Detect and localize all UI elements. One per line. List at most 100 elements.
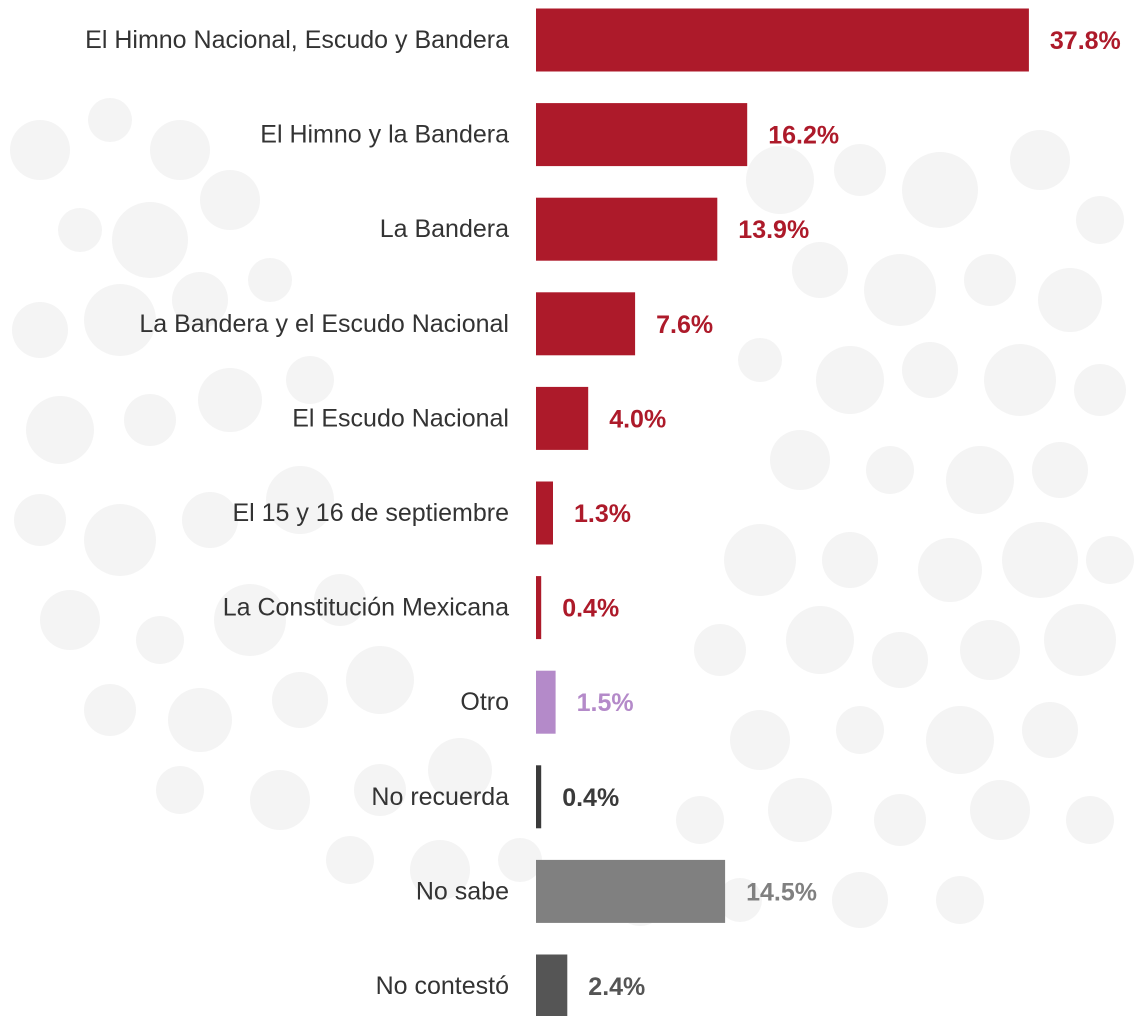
category-label-otro: Otro: [460, 688, 509, 716]
background-dot: [156, 766, 204, 814]
background-dot: [498, 838, 542, 882]
background-dot: [964, 254, 1016, 306]
background-dot: [124, 394, 176, 446]
background-dot: [816, 346, 884, 414]
background-dot: [926, 706, 994, 774]
background-dot: [12, 302, 68, 358]
bar-el-15-y-16-de-septiembre: [536, 481, 553, 545]
background-dot: [1010, 130, 1070, 190]
bar-la-bandera: [536, 197, 718, 261]
background-dot: [832, 872, 888, 928]
background-dot: [864, 254, 936, 326]
background-dot: [836, 706, 884, 754]
background-dot: [1032, 442, 1088, 498]
bar-no-sabe: [536, 859, 726, 923]
background-dot: [26, 396, 94, 464]
value-label-el-escudo-nacional: 4.0%: [609, 405, 666, 433]
value-label-el-15-y-16-de-septiembre: 1.3%: [574, 500, 631, 528]
background-dot: [724, 524, 796, 596]
background-dot: [84, 684, 136, 736]
category-label-no-contesto: No contestó: [376, 972, 509, 1000]
background-dot: [14, 494, 66, 546]
background-dot: [58, 208, 102, 252]
category-label-la-bandera-y-el-escudo-nacional: La Bandera y el Escudo Nacional: [139, 310, 509, 338]
background-dot: [786, 606, 854, 674]
background-dot: [936, 876, 984, 924]
category-label-el-15-y-16-de-septiembre: El 15 y 16 de septiembre: [232, 499, 509, 527]
value-label-el-himno-nacional-escudo-y-bandera: 37.8%: [1050, 27, 1121, 55]
value-label-otro: 1.5%: [577, 689, 634, 717]
background-dot: [272, 672, 328, 728]
background-dot: [1022, 702, 1078, 758]
background-dot: [410, 840, 470, 900]
background-dot: [1074, 364, 1126, 416]
background-dot: [770, 430, 830, 490]
value-label-la-constitucion-mexicana: 0.4%: [562, 595, 619, 623]
background-dot: [872, 632, 928, 688]
category-labels: El Himno Nacional, Escudo y Bandera El Hi…: [85, 26, 509, 1000]
background-dot: [874, 794, 926, 846]
category-label-no-sabe: No sabe: [416, 877, 509, 905]
background-dot: [84, 284, 156, 356]
background-dot: [182, 492, 238, 548]
background-dot: [834, 144, 886, 196]
background-dot: [792, 242, 848, 298]
bar-no-recuerda: [536, 765, 542, 829]
background-dot: [266, 466, 334, 534]
category-label-el-escudo-nacional: El Escudo Nacional: [292, 404, 509, 432]
background-dot: [738, 338, 782, 382]
background-dot: [984, 344, 1056, 416]
background-dot: [314, 574, 366, 626]
background-dot: [970, 780, 1030, 840]
background-dot: [902, 152, 978, 228]
background-dot: [768, 778, 832, 842]
value-labels: 37.8% 16.2% 13.9% 7.6% 4.0% 1.3% 0.4% 1.5% 0.4% 1…: [562, 27, 1121, 1001]
background-dot: [112, 202, 188, 278]
background-dot: [40, 590, 100, 650]
background-dot: [354, 764, 406, 816]
bar-el-himno-y-la-bandera: [536, 103, 748, 167]
background-dot: [866, 446, 914, 494]
background-dot: [150, 120, 210, 180]
background-dot: [136, 616, 184, 664]
background-dot: [10, 120, 70, 180]
background-dot: [1038, 268, 1102, 332]
background-dot: [1002, 522, 1078, 598]
background-dot: [248, 258, 292, 302]
value-label-no-sabe: 14.5%: [746, 878, 817, 906]
bars: [536, 8, 1029, 1018]
background-dot: [214, 584, 286, 656]
bar-la-bandera-y-el-escudo-nacional: [536, 292, 636, 356]
background-dot: [1086, 536, 1134, 584]
category-label-no-recuerda: No recuerda: [371, 783, 509, 811]
background-dot: [200, 170, 260, 230]
background-dot-pattern: [10, 98, 1134, 928]
category-label-el-himno-y-la-bandera: El Himno y la Bandera: [260, 121, 509, 149]
background-dot: [694, 624, 746, 676]
background-dot: [918, 538, 982, 602]
background-dot: [746, 146, 814, 214]
value-label-no-contesto: 2.4%: [588, 973, 645, 1001]
background-dot: [346, 646, 414, 714]
category-label-la-bandera: La Bandera: [380, 215, 509, 243]
background-dot: [730, 710, 790, 770]
background-dot: [88, 98, 132, 142]
background-dot: [822, 532, 878, 588]
background-dot: [718, 878, 762, 922]
bar-no-contesto: [536, 954, 568, 1018]
background-dot: [84, 504, 156, 576]
value-label-la-bandera-y-el-escudo-nacional: 7.6%: [656, 311, 713, 339]
background-dot: [428, 738, 492, 802]
value-label-no-recuerda: 0.4%: [562, 784, 619, 812]
background-dot: [676, 796, 724, 844]
background-dot: [960, 620, 1020, 680]
background-dot: [1044, 604, 1116, 676]
background-dot: [286, 356, 334, 404]
background-dot: [326, 836, 374, 884]
background-dot: [1076, 196, 1124, 244]
background-dot: [172, 272, 228, 328]
background-dot: [902, 342, 958, 398]
category-label-el-himno-nacional-escudo-y-bandera: El Himno Nacional, Escudo y Bandera: [85, 26, 509, 54]
value-label-el-himno-y-la-bandera: 16.2%: [768, 122, 839, 150]
